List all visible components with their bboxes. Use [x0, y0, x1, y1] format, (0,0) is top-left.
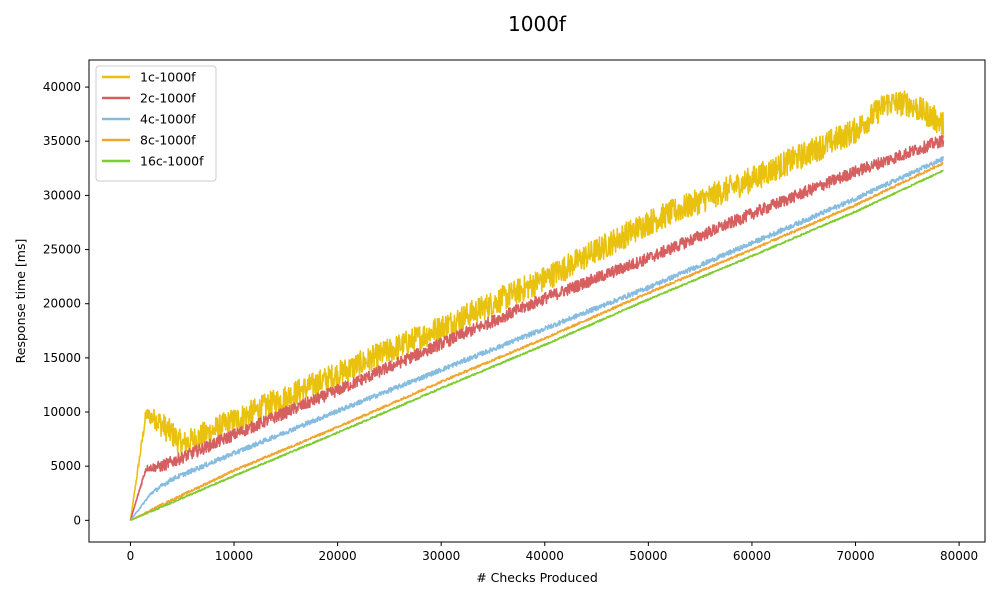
x-tick-label: 80000	[940, 549, 978, 563]
x-tick-label: 50000	[629, 549, 667, 563]
x-tick-label: 10000	[215, 549, 253, 563]
y-axis-label: Response time [ms]	[13, 239, 28, 364]
series-line-8c-1000f	[130, 162, 944, 522]
y-tick-label: 20000	[43, 297, 81, 311]
legend-label-16c-1000f: 16c-1000f	[140, 154, 204, 169]
y-tick-label: 40000	[43, 80, 81, 94]
y-axis: 0 5000 10000 15000 20000 25000 30000 35000 40000	[43, 80, 89, 527]
plot-frame	[88, 59, 986, 543]
y-tick-label: 5000	[50, 459, 81, 473]
x-tick-label: 20000	[319, 549, 357, 563]
chart-title: 1000f	[508, 12, 567, 36]
x-tick-label: 70000	[836, 549, 874, 563]
x-axis: 0 10000 20000 30000 40000 50000 60000 70000 8000…	[127, 542, 978, 563]
series-line-4c-1000f	[129, 156, 945, 521]
legend-label-4c-1000f: 4c-1000f	[140, 112, 196, 127]
x-tick-label: 40000	[526, 549, 564, 563]
legend-box	[95, 65, 217, 182]
y-tick-label: 25000	[43, 243, 81, 257]
x-tick-label: 60000	[733, 549, 771, 563]
legend-label-8c-1000f: 8c-1000f	[140, 133, 196, 148]
y-tick-label: 35000	[43, 134, 81, 148]
x-axis-label: # Checks Produced	[476, 570, 598, 585]
plot-area	[129, 90, 945, 522]
x-tick-label: 0	[127, 549, 135, 563]
series-line-16c-1000f	[130, 169, 944, 522]
y-tick-label: 30000	[43, 188, 81, 202]
y-tick-label: 15000	[43, 351, 81, 365]
x-tick-label: 30000	[422, 549, 460, 563]
y-tick-label: 0	[73, 513, 81, 527]
y-tick-label: 10000	[43, 405, 81, 419]
series-line-2c-1000f	[129, 134, 945, 521]
legend: 1c-1000f 2c-1000f 4c-1000f 8c-1000f 16c-1000…	[95, 65, 217, 182]
legend-label-1c-1000f: 1c-1000f	[140, 70, 196, 85]
legend-label-2c-1000f: 2c-1000f	[140, 91, 196, 106]
